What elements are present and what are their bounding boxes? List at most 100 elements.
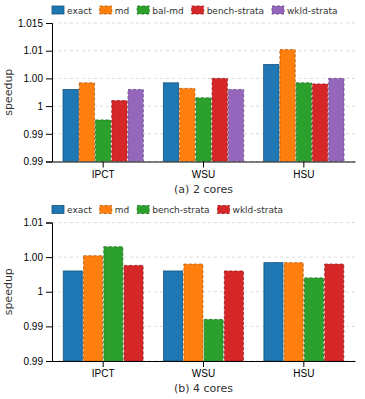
- tick-label: HSU: [293, 169, 314, 180]
- legend-swatch: [218, 206, 230, 214]
- plot: 0.990.9911.001.01IPCTWSUHSUspeedup(b) 4 …: [2, 217, 356, 395]
- bar: [228, 89, 243, 161]
- tick-mark: [203, 162, 204, 168]
- grid-line: [52, 78, 355, 79]
- x-tick: IPCT: [92, 361, 115, 379]
- y-tick: 1.01: [24, 45, 52, 56]
- tick-label: 0.99: [24, 156, 44, 167]
- y-tick: 0.99: [24, 321, 52, 332]
- bar: [224, 271, 243, 361]
- bar: [325, 264, 344, 361]
- tick-mark: [46, 23, 52, 24]
- series: [124, 264, 344, 361]
- tick-mark: [46, 292, 52, 293]
- bar: [204, 319, 223, 361]
- tick-label: 1.00: [24, 252, 44, 263]
- tick-label: 0.99: [24, 356, 44, 367]
- y-axis: 0.99 0.99 1 1.00 1.01 1.015: [18, 18, 53, 168]
- tick-mark: [46, 361, 52, 362]
- series: [104, 247, 324, 361]
- legend-swatch: [100, 6, 112, 14]
- bar: [104, 247, 123, 361]
- grid: [52, 23, 355, 162]
- legend-label: md: [115, 6, 129, 16]
- plot: 0.990.9911.001.011.015IPCTWSUHSUspeedup(…: [2, 18, 356, 196]
- bar: [296, 83, 311, 162]
- legend-label: bench-strata: [152, 205, 209, 215]
- legend-swatch: [272, 6, 284, 14]
- bar: [63, 271, 82, 361]
- tick-label: IPCT: [92, 368, 115, 379]
- tick-label: IPCT: [92, 169, 115, 180]
- legend-swatch: [137, 6, 149, 14]
- tick-mark: [46, 51, 52, 52]
- legend-item: wkld-strata: [272, 6, 338, 16]
- x-axis-title: (b) 4 cores: [174, 382, 233, 395]
- bar: [79, 83, 94, 162]
- tick-label: HSU: [293, 368, 314, 379]
- x-tick: WSU: [192, 361, 215, 379]
- bar: [280, 50, 295, 162]
- x-tick: HSU: [293, 361, 314, 379]
- tick-label: WSU: [192, 368, 215, 379]
- bars: [63, 247, 344, 361]
- bar: [284, 263, 303, 361]
- legend-item: bal-md: [137, 6, 183, 16]
- y-tick: 0.99: [24, 356, 52, 367]
- x-axis: IPCTWSUHSU: [53, 162, 356, 180]
- tick-label: 1: [37, 101, 43, 112]
- tick-label: 1.01: [24, 217, 44, 228]
- bar: [112, 101, 127, 162]
- grid-line: [52, 50, 355, 51]
- bar: [312, 84, 327, 162]
- legend-item: md: [100, 205, 129, 215]
- x-tick: HSU: [293, 162, 314, 180]
- tick-mark: [46, 257, 52, 258]
- tick-mark: [203, 361, 204, 367]
- bar: [180, 88, 195, 161]
- legend-swatch: [52, 206, 64, 214]
- series: [79, 50, 295, 162]
- y-tick: 1: [37, 101, 52, 112]
- series: [128, 78, 344, 161]
- bars: [63, 50, 344, 162]
- series: [63, 65, 279, 162]
- tick-mark: [46, 162, 52, 163]
- legend-label: bench-strata: [207, 6, 264, 16]
- y-tick: 0.99: [24, 156, 52, 167]
- tick-label: 1: [37, 286, 43, 297]
- tick-mark: [46, 223, 52, 224]
- bar: [164, 271, 183, 361]
- x-axis-title: (a) 2 cores: [174, 183, 233, 196]
- bar: [63, 89, 78, 161]
- bar: [196, 98, 211, 162]
- panel: exactmdbal-mdbench-stratawkld-strata0.99…: [2, 6, 356, 196]
- legend-item: md: [100, 6, 129, 16]
- tick-mark: [303, 162, 304, 168]
- series: [112, 78, 328, 161]
- x-tick: IPCT: [92, 162, 115, 180]
- tick-label: 0.99: [24, 129, 44, 140]
- legend-item: bench-strata: [192, 6, 264, 16]
- bar: [84, 256, 103, 361]
- tick-label: 1.00: [24, 73, 44, 84]
- legend-label: wkld-strata: [287, 6, 338, 16]
- tick-mark: [46, 106, 52, 107]
- bar: [184, 264, 203, 361]
- tick-mark: [303, 361, 304, 367]
- legend-item: wkld-strata: [218, 205, 284, 215]
- y-tick: 1: [37, 286, 52, 297]
- bar: [124, 265, 143, 361]
- x-axis: IPCT WSU HSU: [53, 361, 356, 379]
- bar: [264, 263, 283, 361]
- y-tick: 1.00: [24, 73, 52, 84]
- legend-label: exact: [67, 205, 92, 215]
- y-tick: 1.01: [24, 217, 52, 228]
- tick-mark: [103, 162, 104, 168]
- y-tick: 1.015: [18, 18, 52, 29]
- y-tick: 0.99: [24, 129, 52, 140]
- legend-swatch: [192, 6, 204, 14]
- axis-line: [46, 24, 53, 163]
- tick-mark: [46, 78, 52, 79]
- tick-label: 0.99: [24, 321, 44, 332]
